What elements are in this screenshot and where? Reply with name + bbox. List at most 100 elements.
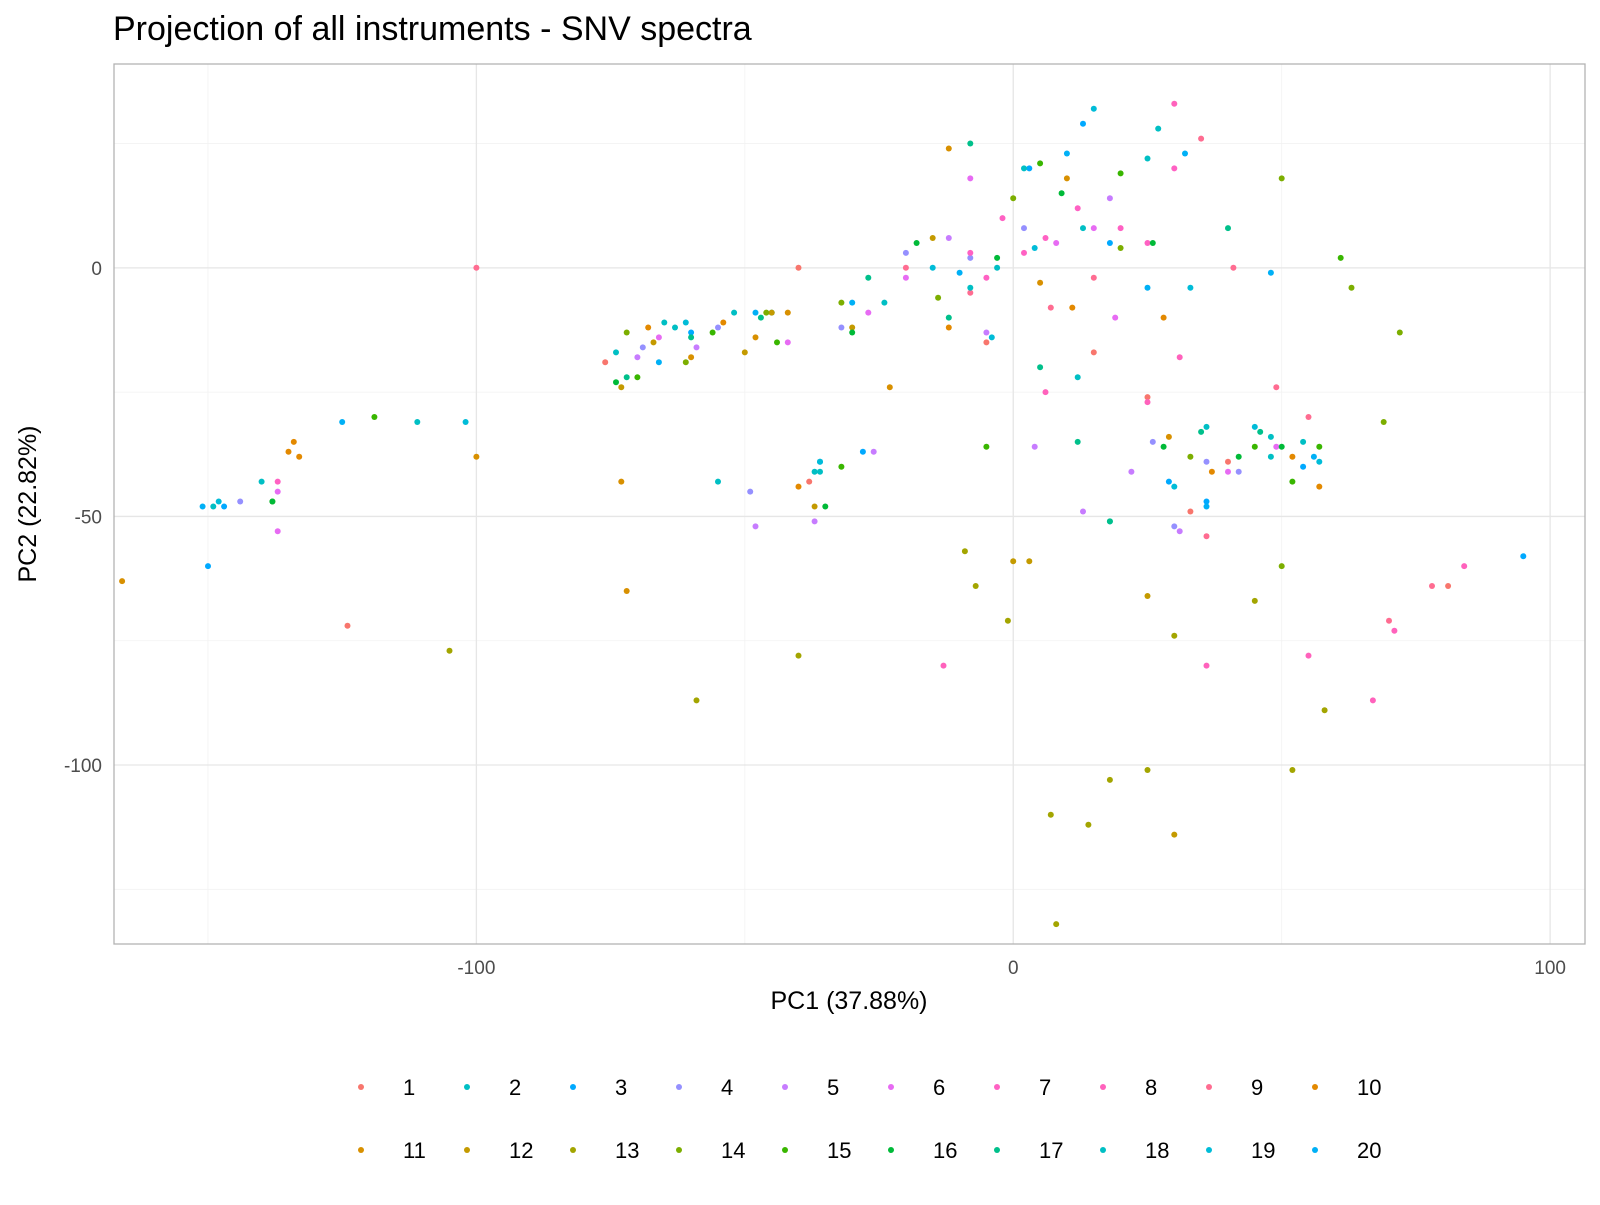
data-point-series-4 — [747, 488, 754, 495]
data-point-series-19 — [1171, 483, 1178, 490]
data-point-series-16 — [1160, 443, 1167, 450]
data-point-series-5 — [811, 518, 818, 525]
data-point-series-15 — [774, 339, 780, 346]
data-point-series-15 — [1251, 443, 1258, 450]
data-point-series-17 — [967, 140, 974, 147]
data-point-series-10 — [1289, 453, 1296, 460]
data-point-series-14 — [1278, 175, 1285, 182]
data-point-series-4 — [1235, 468, 1242, 475]
data-point-series-7 — [1117, 225, 1124, 232]
data-point-series-20 — [752, 309, 759, 316]
data-point-series-20 — [1267, 269, 1274, 276]
data-point-series-9 — [1198, 135, 1205, 142]
data-point-series-8 — [1391, 627, 1398, 634]
data-point-series-2 — [672, 324, 678, 331]
data-point-series-13 — [1053, 921, 1060, 928]
data-point-series-3 — [1080, 120, 1086, 127]
panel-border — [113, 63, 1586, 945]
data-point-series-2 — [994, 264, 1001, 271]
legend-label-5: 5 — [827, 1075, 839, 1100]
legend-key-14 — [676, 1147, 682, 1153]
data-point-series-12 — [849, 324, 856, 331]
data-point-series-6 — [1053, 240, 1060, 246]
data-point-series-19 — [817, 458, 823, 465]
data-point-series-19 — [462, 419, 469, 425]
data-point-series-17 — [1106, 518, 1113, 525]
data-point-series-20 — [1063, 150, 1070, 157]
data-point-series-12 — [741, 349, 748, 356]
legend-label-14: 14 — [721, 1138, 745, 1163]
legend-key-9 — [1206, 1084, 1212, 1090]
x-axis-title: PC1 (37.88%) — [770, 987, 927, 1015]
legend-key-3 — [570, 1084, 576, 1090]
data-point-series-12 — [1171, 831, 1178, 838]
data-point-series-4 — [902, 249, 909, 256]
data-point-series-16 — [849, 329, 856, 336]
data-point-series-15 — [1117, 170, 1124, 177]
data-point-series-5 — [1080, 508, 1086, 515]
legend-label-13: 13 — [615, 1138, 639, 1163]
y-tick-label: -100 — [64, 756, 102, 777]
data-point-series-7 — [274, 478, 281, 485]
data-point-series-9 — [473, 264, 480, 271]
data-point-series-18 — [1203, 423, 1210, 430]
legend-key-13 — [570, 1147, 576, 1153]
data-point-series-13 — [1171, 632, 1178, 639]
data-point-series-12 — [929, 235, 936, 241]
data-point-series-17 — [865, 274, 872, 281]
data-point-series-14 — [1117, 245, 1124, 251]
data-point-series-1 — [1187, 508, 1194, 515]
y-axis-title: PC2 (22.82%) — [14, 425, 42, 582]
data-point-series-1 — [1144, 394, 1151, 401]
data-point-series-5 — [693, 344, 700, 351]
data-point-series-13 — [693, 697, 700, 704]
data-point-series-19 — [1090, 105, 1097, 112]
legend-key-16 — [888, 1147, 894, 1153]
data-point-series-2 — [258, 478, 265, 485]
legend-key-20 — [1312, 1147, 1318, 1153]
data-point-series-13 — [446, 647, 453, 654]
data-point-series-3 — [1203, 498, 1210, 505]
legend-key-17 — [994, 1147, 1000, 1153]
data-points — [119, 100, 1527, 928]
legend-key-5 — [782, 1084, 788, 1090]
data-point-series-18 — [967, 284, 974, 291]
legend-label-20: 20 — [1357, 1138, 1381, 1163]
data-point-series-11 — [784, 309, 791, 316]
legend-label-12: 12 — [509, 1138, 533, 1163]
data-point-series-3 — [859, 448, 866, 455]
data-point-series-3 — [1300, 463, 1307, 470]
legend-key-7 — [994, 1084, 1000, 1090]
data-point-series-5 — [1128, 468, 1135, 475]
data-point-series-18 — [1021, 165, 1027, 172]
data-point-series-10 — [1069, 304, 1076, 311]
data-point-series-13 — [1047, 811, 1054, 818]
data-point-series-5 — [983, 329, 990, 336]
legend-label-3: 3 — [615, 1075, 627, 1100]
data-point-series-2 — [613, 349, 619, 356]
data-point-series-7 — [999, 215, 1006, 222]
data-point-series-18 — [210, 503, 217, 510]
data-point-series-10 — [296, 453, 303, 460]
data-point-series-15 — [1316, 443, 1323, 450]
data-point-series-16 — [269, 498, 276, 505]
data-point-series-14 — [763, 309, 770, 316]
data-point-series-11 — [688, 354, 695, 361]
data-point-series-5 — [1176, 528, 1183, 535]
data-point-series-16 — [913, 240, 920, 246]
data-point-series-17 — [1198, 428, 1205, 435]
legend-label-1: 1 — [403, 1075, 415, 1100]
data-point-series-13 — [795, 652, 802, 659]
data-point-series-10 — [1316, 483, 1323, 490]
data-point-series-11 — [473, 453, 480, 460]
data-point-series-17 — [945, 314, 952, 321]
data-point-series-6 — [902, 274, 909, 281]
data-point-series-19 — [929, 264, 936, 271]
data-point-series-20 — [655, 359, 662, 366]
data-point-series-2 — [715, 478, 721, 485]
data-point-series-2 — [817, 468, 823, 475]
data-point-series-14 — [1348, 284, 1355, 291]
data-point-series-10 — [1160, 314, 1167, 321]
